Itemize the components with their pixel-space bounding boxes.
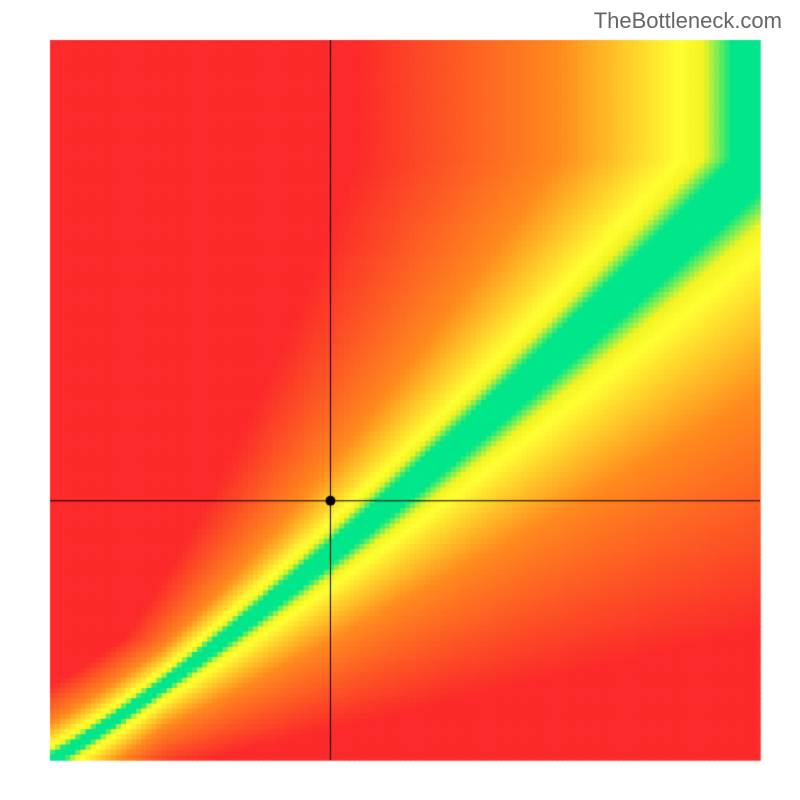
heatmap-canvas xyxy=(0,0,800,800)
chart-container: TheBottleneck.com xyxy=(0,0,800,800)
attribution-text: TheBottleneck.com xyxy=(594,8,782,34)
